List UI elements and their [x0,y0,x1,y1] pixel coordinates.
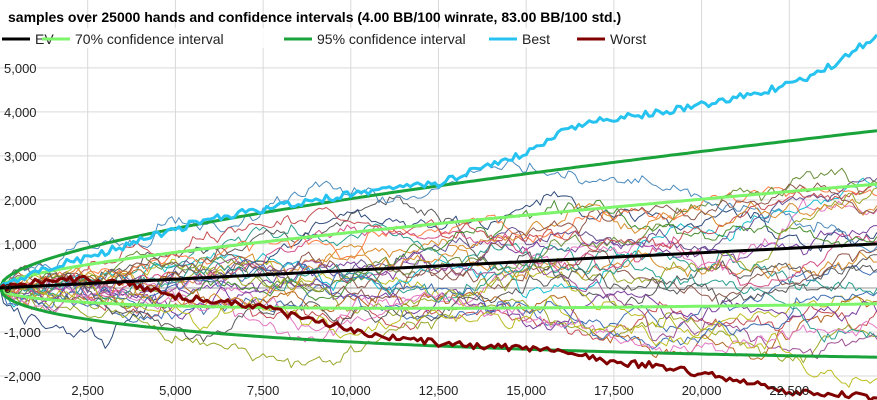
y-tick-label: -2,000 [4,369,41,384]
sample-line [0,281,877,388]
y-tick-label: 1,000 [4,237,37,252]
sample-line [0,285,877,369]
best-line [0,33,877,289]
ci70-line-lower [0,286,877,310]
legend-label-ci70: 70% confidence interval [75,31,224,47]
x-tick-label: 20,000 [682,383,722,398]
sample-line [0,182,877,289]
legend-label-ci95: 95% confidence interval [317,31,466,47]
legend: EV 70% confidence interval 95% confidence … [0,28,700,48]
ev-layer [0,242,877,290]
sample-line [0,278,877,331]
legend-background [0,28,700,48]
sample-line [0,183,877,296]
y-tick-label: 0 [4,281,11,296]
x-tick-label: 15,000 [506,383,546,398]
y-tick-label: -1,000 [4,325,41,340]
legend-label-worst: Worst [610,31,646,47]
sample-line [0,260,877,350]
x-tick-label: 5,000 [159,383,192,398]
ev-line [0,242,877,290]
sample-line [0,167,877,296]
sample-line [0,160,877,289]
sample-line [0,223,877,296]
y-tick-label: 2,000 [4,193,37,208]
best-worst-lines [0,33,877,400]
sample-line [0,196,877,313]
ci70-line-upper [0,182,877,289]
tick-labels: 2,500 5,000 7,500 10,000 12,500 15,000 17,500 2… [4,61,809,398]
sample-line [0,269,877,361]
x-tick-label: 22,500 [769,383,809,398]
x-tick-label: 7,500 [247,383,280,398]
sample-line [0,264,877,342]
worst-line [0,274,877,400]
x-tick-label: 12,500 [419,383,459,398]
y-tick-label: 3,000 [4,149,37,164]
sample-line [0,199,877,309]
y-tick-label: 5,000 [4,61,37,76]
sample-line [0,198,877,308]
x-tick-label: 17,500 [594,383,634,398]
x-tick-label: 2,500 [71,383,104,398]
x-tick-label: 10,000 [331,383,371,398]
sample-lines [0,160,877,388]
sample-line [0,285,877,355]
legend-label-best: Best [522,31,550,47]
chart-title: samples over 25000 hands and confidence … [8,9,621,25]
y-tick-label: 4,000 [4,105,37,120]
